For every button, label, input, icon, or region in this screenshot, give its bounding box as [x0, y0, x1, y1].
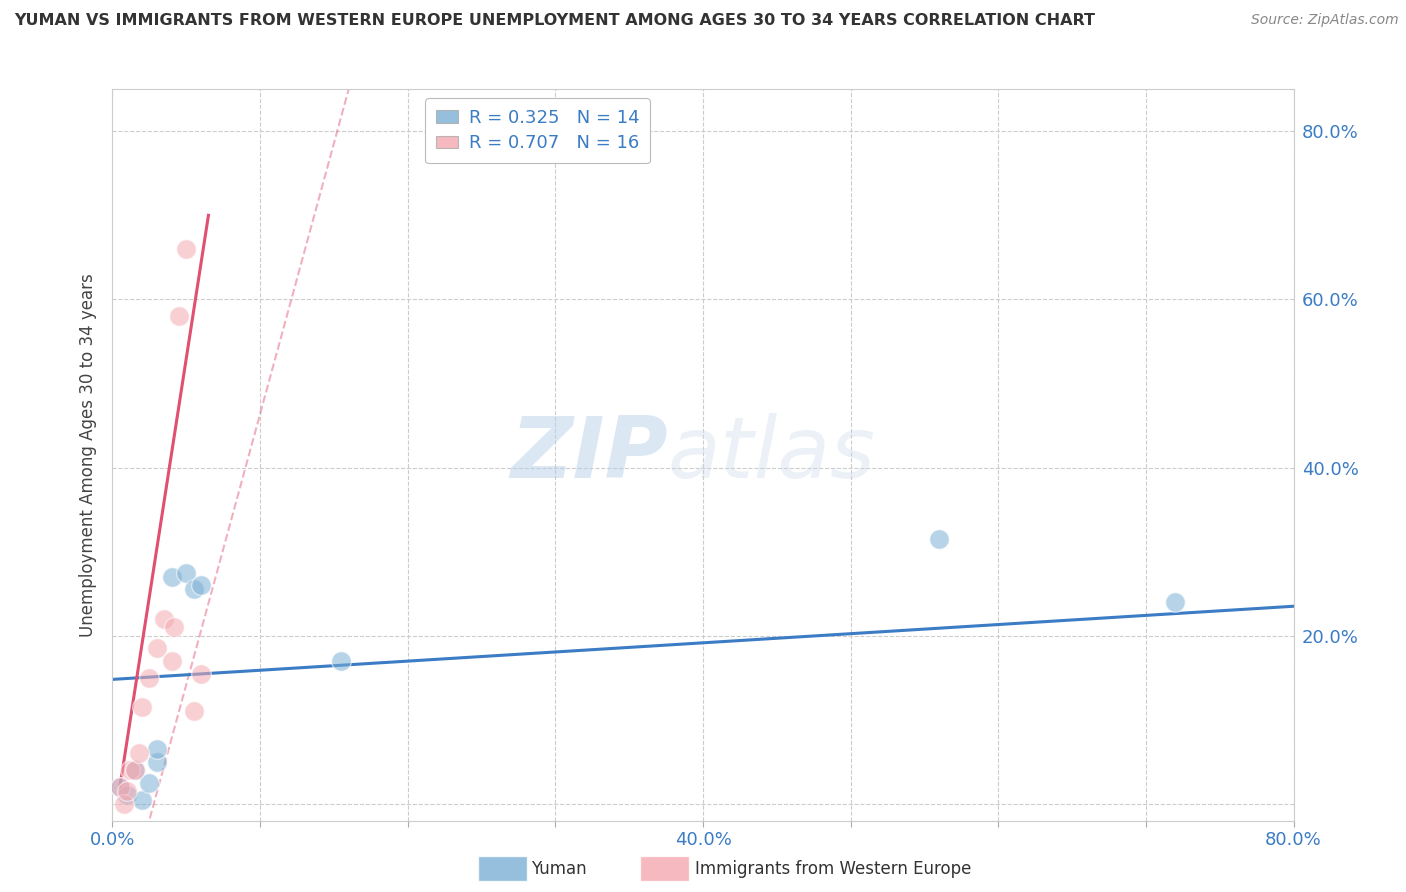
Point: [120, 763, 142, 777]
Point: [138, 671, 160, 685]
Point: [160, 570, 183, 584]
Point: [160, 654, 183, 668]
Point: [174, 242, 197, 256]
Point: [183, 582, 205, 597]
Point: [183, 704, 205, 718]
Point: [124, 763, 146, 777]
Point: [163, 620, 186, 634]
Point: [131, 792, 153, 806]
Point: [928, 532, 950, 546]
Point: [117, 789, 138, 803]
Point: [330, 654, 353, 668]
Point: [1164, 595, 1187, 609]
Text: ZIP: ZIP: [510, 413, 668, 497]
Point: [190, 666, 212, 681]
Text: Source: ZipAtlas.com: Source: ZipAtlas.com: [1251, 13, 1399, 28]
Point: [146, 755, 169, 769]
Text: atlas: atlas: [668, 413, 876, 497]
Point: [174, 566, 197, 580]
Point: [138, 776, 160, 790]
Point: [108, 780, 131, 794]
Point: [112, 797, 135, 811]
Y-axis label: Unemployment Among Ages 30 to 34 years: Unemployment Among Ages 30 to 34 years: [79, 273, 97, 637]
Point: [190, 578, 212, 592]
Point: [124, 763, 146, 777]
Point: [146, 742, 169, 756]
Point: [146, 641, 169, 656]
Text: YUMAN VS IMMIGRANTS FROM WESTERN EUROPE UNEMPLOYMENT AMONG AGES 30 TO 34 YEARS C: YUMAN VS IMMIGRANTS FROM WESTERN EUROPE …: [14, 13, 1095, 29]
Text: Immigrants from Western Europe: Immigrants from Western Europe: [695, 860, 972, 878]
Point: [117, 784, 138, 798]
Point: [167, 309, 190, 323]
Point: [153, 612, 176, 626]
Point: [131, 700, 153, 714]
Point: [128, 747, 150, 761]
Text: Yuman: Yuman: [531, 860, 588, 878]
Legend: R = 0.325   N = 14, R = 0.707   N = 16: R = 0.325 N = 14, R = 0.707 N = 16: [425, 98, 650, 163]
Point: [108, 780, 131, 794]
